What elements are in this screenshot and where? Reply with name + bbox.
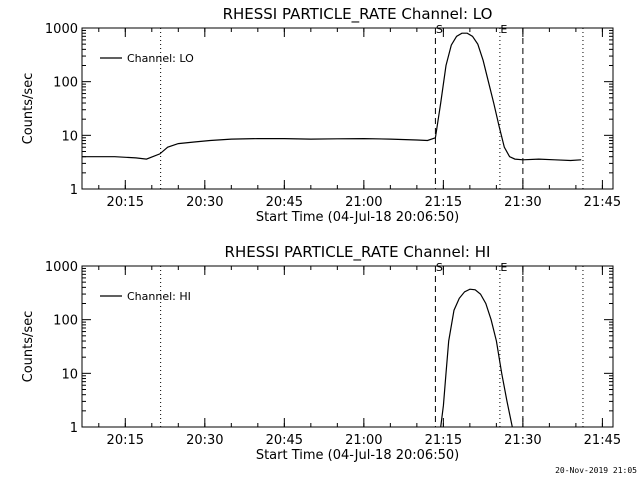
x-tick-label: 21:45: [584, 433, 621, 448]
generation-timestamp: 20-Nov-2019 21:05: [555, 466, 637, 475]
series-line: [82, 32, 582, 162]
x-tick-label: 20:30: [186, 433, 223, 448]
y-axis-label: Counts/sec: [21, 311, 36, 383]
x-tick-label: 21:30: [504, 195, 541, 210]
legend-label: Channel: LO: [127, 52, 194, 65]
y-tick-label: 1: [70, 421, 78, 436]
x-tick-label: 20:15: [107, 433, 144, 448]
event-marker-label: S: [436, 23, 443, 36]
x-tick-label: 21:00: [345, 433, 382, 448]
x-tick-label: 20:45: [266, 433, 303, 448]
x-axis-label: Start Time (04-Jul-18 20:06:50): [256, 448, 459, 463]
event-marker-label: E: [500, 23, 507, 36]
x-tick-label: 21:15: [425, 195, 462, 210]
x-tick-label: 20:45: [266, 195, 303, 210]
chart-title: RHESSI PARTICLE_RATE Channel: HI: [225, 243, 491, 262]
series-line: [440, 288, 513, 428]
y-tick-label: 1000: [45, 260, 78, 275]
x-tick-label: 21:45: [584, 195, 621, 210]
y-tick-label: 1: [70, 183, 78, 198]
legend-label: Channel: HI: [127, 290, 191, 303]
x-tick-label: 21:30: [504, 433, 541, 448]
y-tick-label: 100: [53, 76, 78, 91]
y-tick-label: 10: [61, 367, 78, 382]
y-tick-label: 1000: [45, 22, 78, 37]
chart-title: RHESSI PARTICLE_RATE Channel: LO: [223, 5, 493, 24]
x-tick-label: 21:00: [345, 195, 382, 210]
y-tick-label: 100: [53, 314, 78, 329]
x-tick-label: 20:30: [186, 195, 223, 210]
plot-frame: [81, 27, 614, 190]
event-marker-label: S: [436, 261, 443, 274]
x-tick-label: 20:15: [107, 195, 144, 210]
x-axis-label: Start Time (04-Jul-18 20:06:50): [256, 210, 459, 225]
plot-frame: [81, 265, 614, 428]
y-axis-label: Counts/sec: [21, 73, 36, 145]
x-tick-label: 21:15: [425, 433, 462, 448]
y-tick-label: 10: [61, 129, 78, 144]
event-marker-label: E: [500, 261, 507, 274]
